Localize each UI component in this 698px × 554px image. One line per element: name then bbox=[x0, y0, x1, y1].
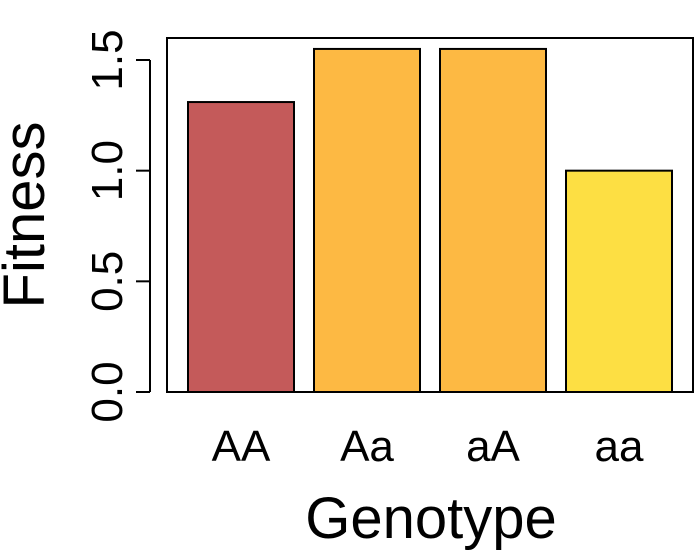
bar-Aa bbox=[313, 47, 421, 394]
bar-aA bbox=[439, 47, 547, 394]
x-tick-label-aa: aa bbox=[595, 422, 644, 471]
y-tick-label: 1.5 bbox=[83, 29, 132, 90]
y-axis: 0.0 0.5 1.0 1.5 bbox=[83, 29, 151, 423]
x-tick-label-AA: AA bbox=[212, 422, 271, 471]
y-tick-label: 1.0 bbox=[83, 140, 132, 201]
x-tick-labels: AA Aa aA aa bbox=[212, 422, 644, 471]
x-axis-label: Genotype bbox=[305, 486, 557, 551]
y-axis-label: Fitness bbox=[0, 122, 57, 309]
bar-aa bbox=[565, 169, 673, 393]
x-tick-label-Aa: Aa bbox=[340, 422, 394, 471]
plot-frame bbox=[166, 37, 694, 393]
y-tick-label: 0.0 bbox=[83, 361, 132, 422]
bar-AA bbox=[187, 101, 295, 393]
bar-group bbox=[187, 47, 673, 394]
y-tick-label: 0.5 bbox=[83, 251, 132, 312]
x-tick-label-aA: aA bbox=[466, 422, 520, 471]
